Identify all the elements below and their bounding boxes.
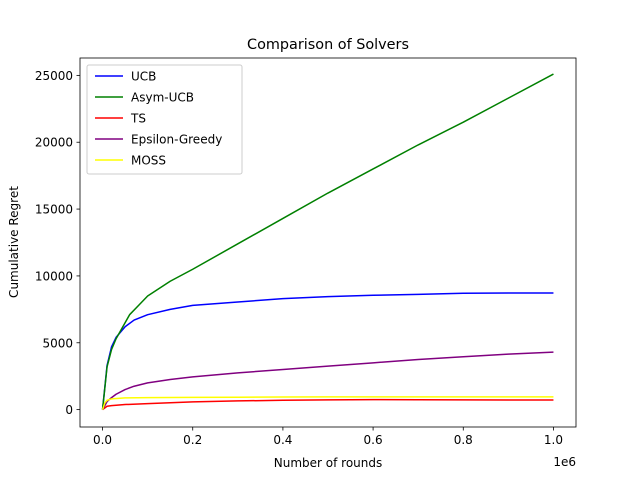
legend-label: TS [130,112,146,126]
y-tick-label: 15000 [35,203,73,217]
legend-label: Epsilon-Greedy [131,133,222,147]
x-tick-label: 0.6 [364,433,383,447]
series-line-2 [102,398,554,411]
series-layer [101,73,554,411]
legend: UCB Asym-UCB TS Epsilon-Greedy MOSS [86,64,243,175]
y-tick-label: 20000 [35,136,73,150]
x-tick-label: 0.0 [93,433,112,447]
series-line-4 [101,396,554,410]
x-tick-label: 0.8 [454,433,473,447]
x-tick-label: 1.0 [544,433,563,447]
x-axis-offset-label: 1e6 [553,455,576,469]
axes-frame [79,57,577,428]
chart-title: Comparison of Solvers [247,37,409,53]
legend-label: Asym-UCB [131,91,194,105]
legend-frame [86,64,243,175]
y-tick-label: 0 [65,403,73,417]
y-axis-ticks: 0 5000 10000 15000 20000 25000 [35,69,80,417]
legend-label: UCB [131,70,156,84]
y-axis-label: Cumulative Regret [7,186,21,298]
series-line-1 [101,73,554,410]
x-tick-label: 0.4 [273,433,292,447]
series-line-3 [101,351,554,410]
y-tick-label: 5000 [42,336,73,350]
legend-label: MOSS [131,154,166,168]
x-axis-label: Number of rounds [274,456,383,470]
y-tick-label: 25000 [35,69,73,83]
x-axis-ticks: 0.0 0.2 0.4 0.6 0.8 1.0 [93,427,563,447]
x-tick-label: 0.2 [183,433,202,447]
y-tick-label: 10000 [35,269,73,283]
